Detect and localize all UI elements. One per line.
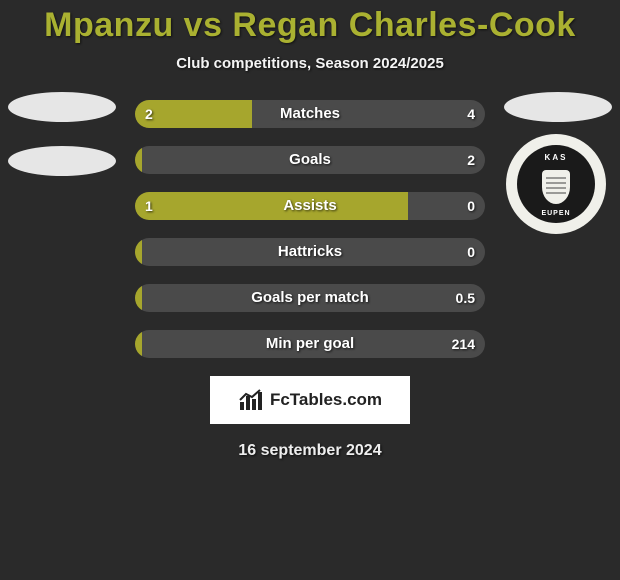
stat-right-fill bbox=[142, 330, 485, 358]
stat-left-fill bbox=[135, 238, 142, 266]
stat-left-fill bbox=[135, 330, 142, 358]
left-club-crest-placeholder-2 bbox=[8, 146, 116, 176]
left-club-crest-placeholder-1 bbox=[8, 92, 116, 122]
stat-right-value: 0.5 bbox=[456, 284, 475, 312]
right-club-crest-placeholder bbox=[504, 92, 612, 122]
right-player-badges: KAS EUPEN bbox=[504, 92, 612, 234]
stat-right-value: 0 bbox=[467, 238, 475, 266]
stat-right-fill bbox=[142, 284, 485, 312]
stat-left-value: 1 bbox=[145, 192, 153, 220]
stat-left-fill bbox=[135, 192, 408, 220]
stat-right-value: 214 bbox=[452, 330, 475, 358]
stat-right-value: 4 bbox=[467, 100, 475, 128]
stat-row: 10Assists bbox=[135, 192, 485, 220]
page-title: Mpanzu vs Regan Charles-Cook bbox=[0, 0, 620, 45]
stat-track bbox=[135, 100, 485, 128]
stat-track bbox=[135, 330, 485, 358]
page-subtitle: Club competitions, Season 2024/2025 bbox=[0, 55, 620, 72]
stat-left-value: 2 bbox=[145, 100, 153, 128]
shield-icon bbox=[542, 170, 570, 204]
club-crest-bottom-text: EUPEN bbox=[541, 210, 570, 217]
brand-chart-icon bbox=[238, 388, 264, 412]
stat-track bbox=[135, 238, 485, 266]
brand-text: FcTables.com bbox=[270, 390, 382, 410]
stat-bars: 24Matches2Goals10Assists0Hattricks0.5Goa… bbox=[135, 100, 485, 358]
stat-track bbox=[135, 284, 485, 312]
stat-right-fill bbox=[252, 100, 485, 128]
stat-track bbox=[135, 192, 485, 220]
stat-left-fill bbox=[135, 146, 142, 174]
club-crest-top-text: KAS bbox=[545, 153, 568, 162]
stat-row: 2Goals bbox=[135, 146, 485, 174]
stat-row: 0.5Goals per match bbox=[135, 284, 485, 312]
left-player-badges bbox=[8, 92, 116, 200]
stat-track bbox=[135, 146, 485, 174]
stat-row: 214Min per goal bbox=[135, 330, 485, 358]
club-crest-inner: KAS EUPEN bbox=[517, 145, 595, 223]
stat-right-fill bbox=[142, 146, 485, 174]
footer-date: 16 september 2024 bbox=[0, 442, 620, 460]
stat-right-value: 2 bbox=[467, 146, 475, 174]
right-club-crest: KAS EUPEN bbox=[506, 134, 606, 234]
stat-right-fill bbox=[142, 238, 485, 266]
stat-row: 24Matches bbox=[135, 100, 485, 128]
brand-box: FcTables.com bbox=[210, 376, 410, 424]
stat-row: 0Hattricks bbox=[135, 238, 485, 266]
stat-left-fill bbox=[135, 284, 142, 312]
stat-right-value: 0 bbox=[467, 192, 475, 220]
comparison-panel: KAS EUPEN 24Matches2Goals10Assists0Hattr… bbox=[0, 100, 620, 358]
